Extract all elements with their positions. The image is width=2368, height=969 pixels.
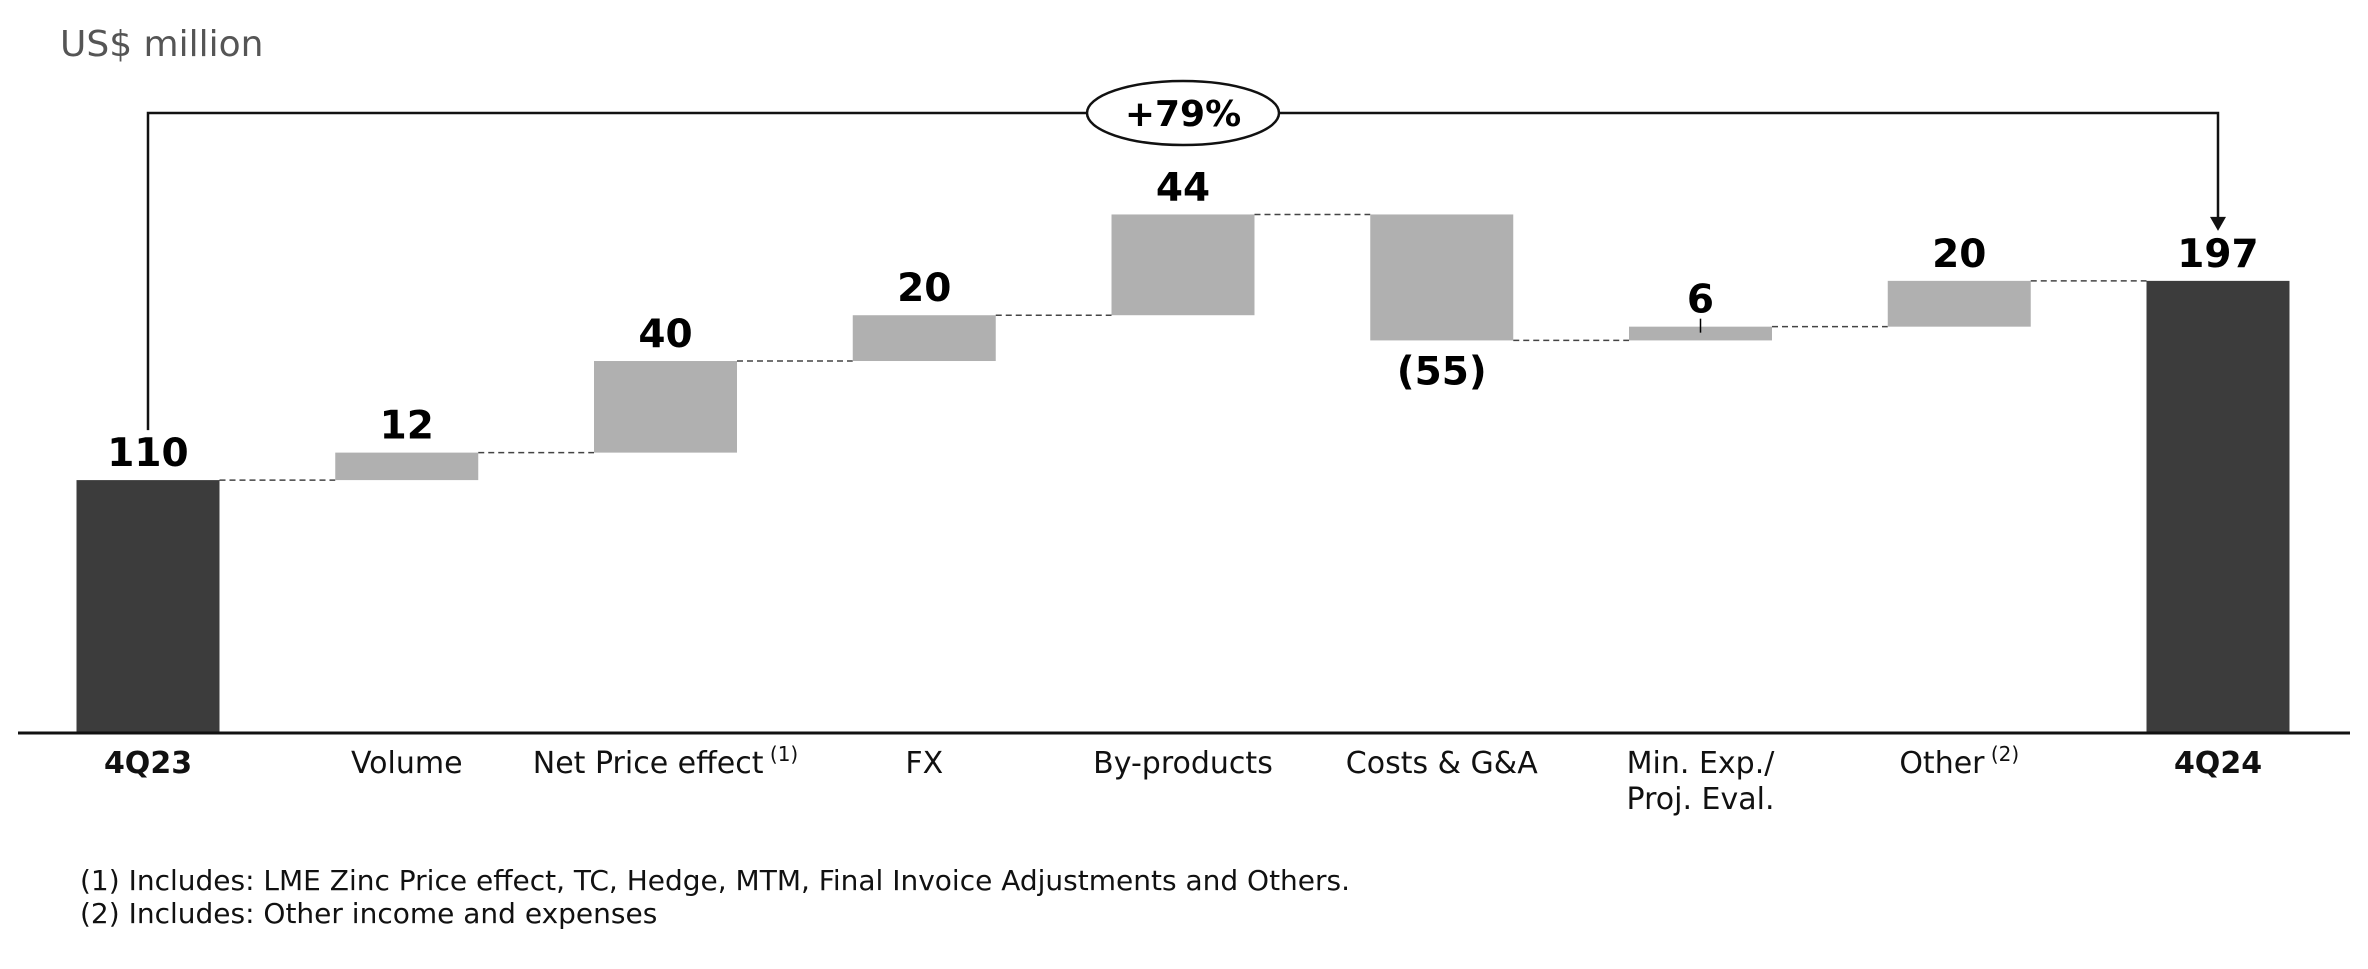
bar-4 [1111,214,1255,316]
bar-1 [335,452,479,481]
data-label-4: 44 [1156,165,1210,210]
growth-label: +79% [1125,94,1241,135]
category-label-0: 4Q23 [104,746,192,781]
data-label-5: (55) [1397,349,1487,394]
data-label-6: 6 [1687,278,1714,323]
growth-badge [1085,79,1281,147]
data-label-2: 40 [638,312,692,357]
category-label-8: 4Q24 [2174,746,2262,781]
bar-3 [852,315,996,362]
bar-7 [1887,280,2031,327]
category-label-1: Volume [351,746,463,781]
category-label-3: FX [905,746,943,781]
arrow-head-icon [2210,216,2226,231]
category-label-5: Costs & G&A [1346,746,1538,781]
data-label-7: 20 [1932,232,1986,277]
data-label-8: 197 [2177,232,2258,277]
bar-2 [594,361,737,453]
bar-5 [1370,214,1514,341]
footnote-2: (2) Includes: Other income and expenses [80,897,658,930]
data-label-3: 20 [897,266,951,311]
bar-8 [2146,280,2290,732]
category-label-7: Other (2) [1899,742,2019,781]
bar-0 [76,480,220,732]
category-label-2: Net Price effect (1) [533,742,798,781]
category-label-4: By-products [1093,746,1273,781]
data-label-0: 110 [107,431,188,476]
footnote-ref: (1) [764,742,799,766]
footnote-1: (1) Includes: LME Zinc Price effect, TC,… [80,864,1351,897]
unit-label: US$ million [60,24,264,65]
footnote-ref: (2) [1985,742,2020,766]
bar-6 [1629,326,1772,341]
category-label-6: Min. Exp./ [1627,746,1776,781]
data-label-1: 12 [380,404,434,449]
category-label-6: Proj. Eval. [1627,782,1775,817]
